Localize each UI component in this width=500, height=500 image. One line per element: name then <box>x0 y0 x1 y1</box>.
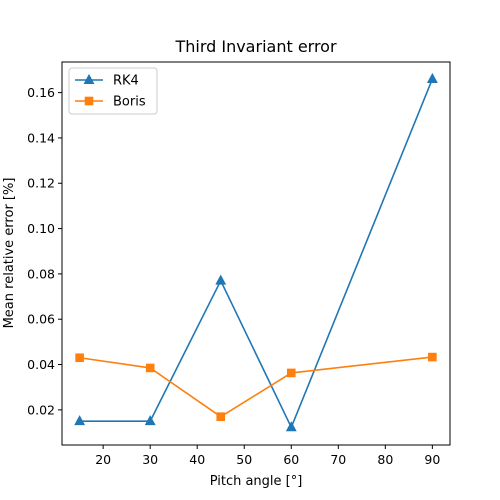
legend-label-rk4: RK4 <box>113 74 139 89</box>
x-tick-label: 30 <box>142 452 158 467</box>
y-tick-label: 0.14 <box>27 130 55 145</box>
x-axis-label: Pitch angle [°] <box>210 474 303 489</box>
data-point-rk4 <box>74 415 86 426</box>
plot-area: 20 30 40 50 60 70 80 90 0.02 0.04 0.06 0.08 0.10 0.12… <box>27 61 451 467</box>
y-tick-label: 0.06 <box>27 312 55 327</box>
x-tick-label: 50 <box>236 452 252 467</box>
x-tick-label: 70 <box>330 452 346 467</box>
data-point-boris <box>286 368 296 378</box>
x-tick-label: 80 <box>377 452 393 467</box>
y-tick-label: 0.02 <box>27 402 55 417</box>
data-point-rk4 <box>426 72 438 83</box>
legend-marker-rk4 <box>83 73 95 84</box>
x-tick-label: 60 <box>283 452 299 467</box>
legend-marker-boris <box>84 96 94 106</box>
y-tick-label: 0.12 <box>27 176 55 191</box>
x-tick-label: 40 <box>189 452 205 467</box>
x-tick-label: 90 <box>424 452 440 467</box>
x-tick-label: 20 <box>95 452 111 467</box>
y-tick-label: 0.10 <box>27 221 55 236</box>
y-tick-label: 0.16 <box>27 85 55 100</box>
y-tick-label: 0.04 <box>27 357 55 372</box>
data-point-boris <box>216 412 226 421</box>
series-line-boris <box>79 356 433 418</box>
y-axis-label: Mean relative error [%] <box>2 178 17 329</box>
data-point-boris <box>75 353 84 363</box>
data-point-rk4 <box>215 274 227 285</box>
data-point-boris <box>428 352 437 362</box>
y-tick-label: 0.08 <box>27 266 55 281</box>
axes-frame <box>61 61 451 446</box>
chart-title: Third Invariant error <box>174 37 337 56</box>
series-line-rk4 <box>79 78 434 429</box>
data-point-rk4 <box>285 421 297 432</box>
data-point-rk4 <box>144 415 156 426</box>
data-point-boris <box>145 363 155 373</box>
legend: RK4 Boris <box>68 67 158 115</box>
legend-label-boris: Boris <box>113 95 146 110</box>
